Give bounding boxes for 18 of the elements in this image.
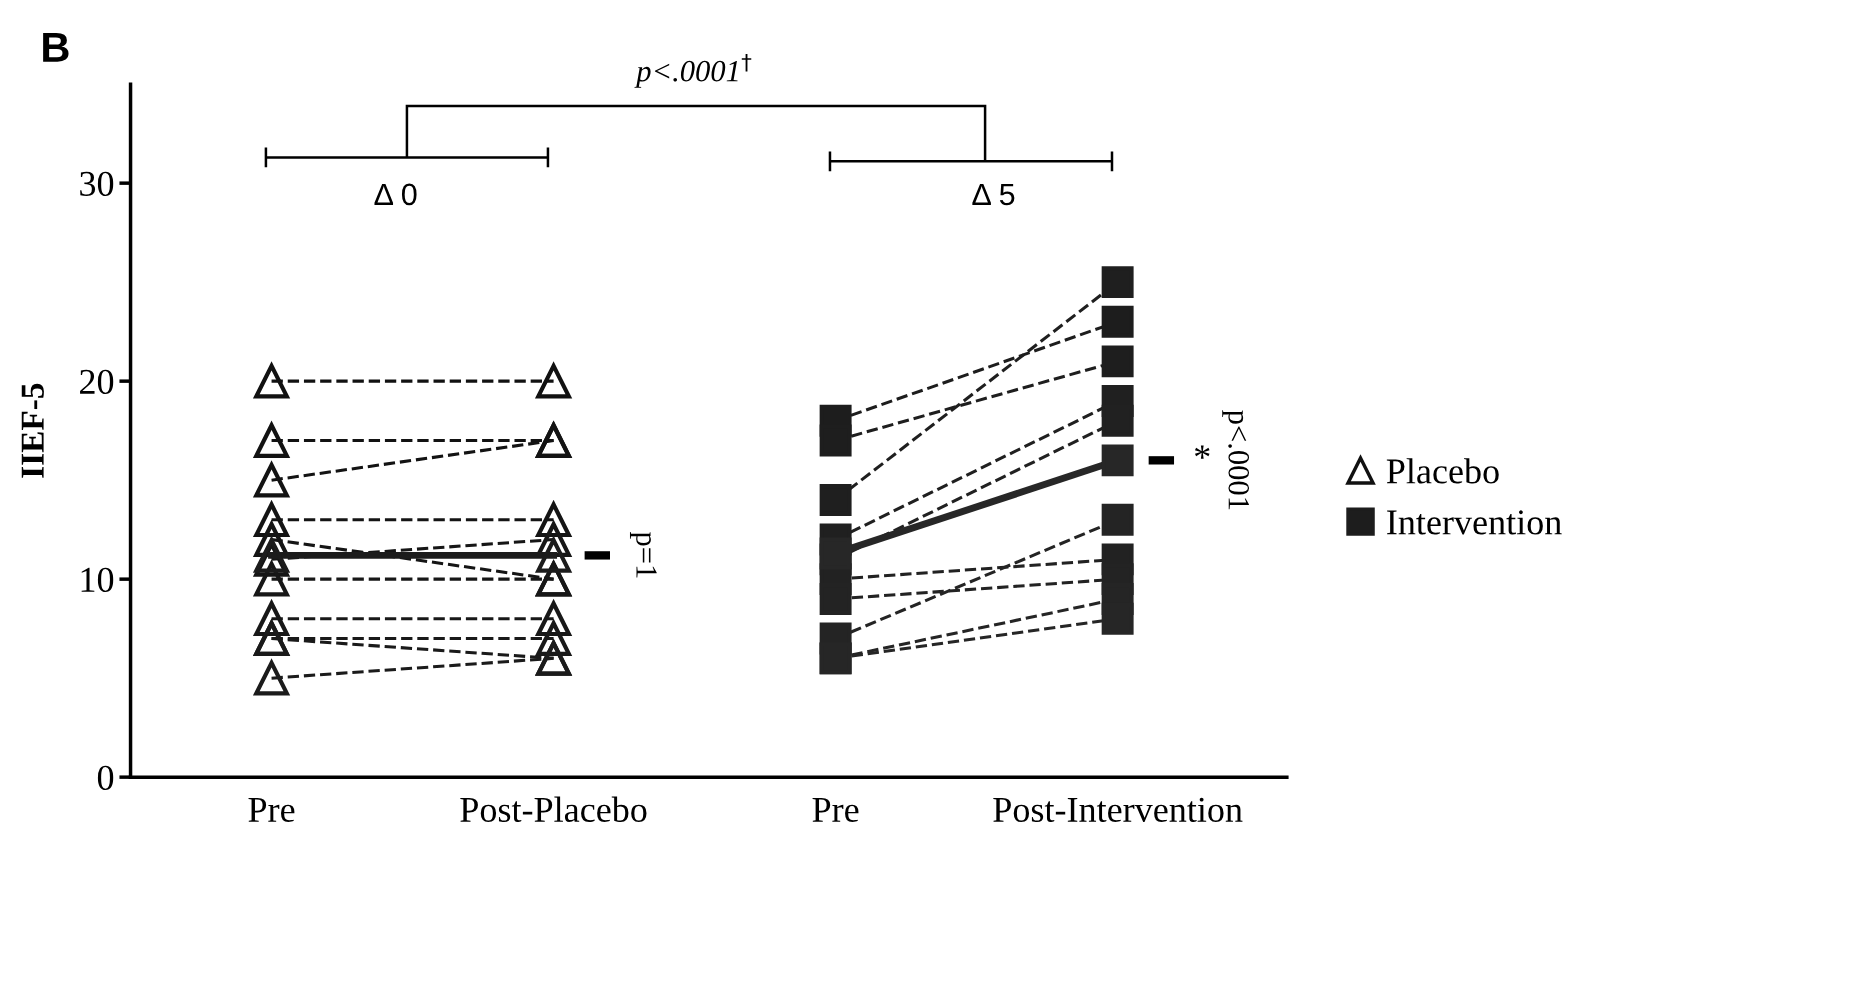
x-tick-label: Post-Placebo: [460, 796, 647, 823]
annotation: Δ 5: [972, 183, 1015, 206]
annotation: p<.0001$^{†}$: [634, 53, 752, 88]
x-tick-label: Pre: [248, 798, 295, 823]
y-tick-label: 20: [80, 369, 114, 395]
x-tick-label: Pre: [812, 798, 859, 823]
text: B: [43, 32, 69, 62]
x-tick-label: Post-Intervention: [993, 797, 1243, 823]
y-tick-label: 30: [80, 171, 114, 197]
y-tick-label: 10: [81, 567, 114, 593]
legend-label: Intervention: [1387, 510, 1562, 535]
annotation: *: [1194, 445, 1210, 459]
annotation: p=1: [629, 531, 657, 578]
y-tick-label: 0: [97, 765, 114, 791]
annotation: p<.0001: [1222, 410, 1250, 510]
y-axis-title: IIEF-5: [21, 383, 44, 478]
annotation: Δ 0: [374, 183, 417, 206]
legend-label: Placebo: [1386, 458, 1499, 484]
